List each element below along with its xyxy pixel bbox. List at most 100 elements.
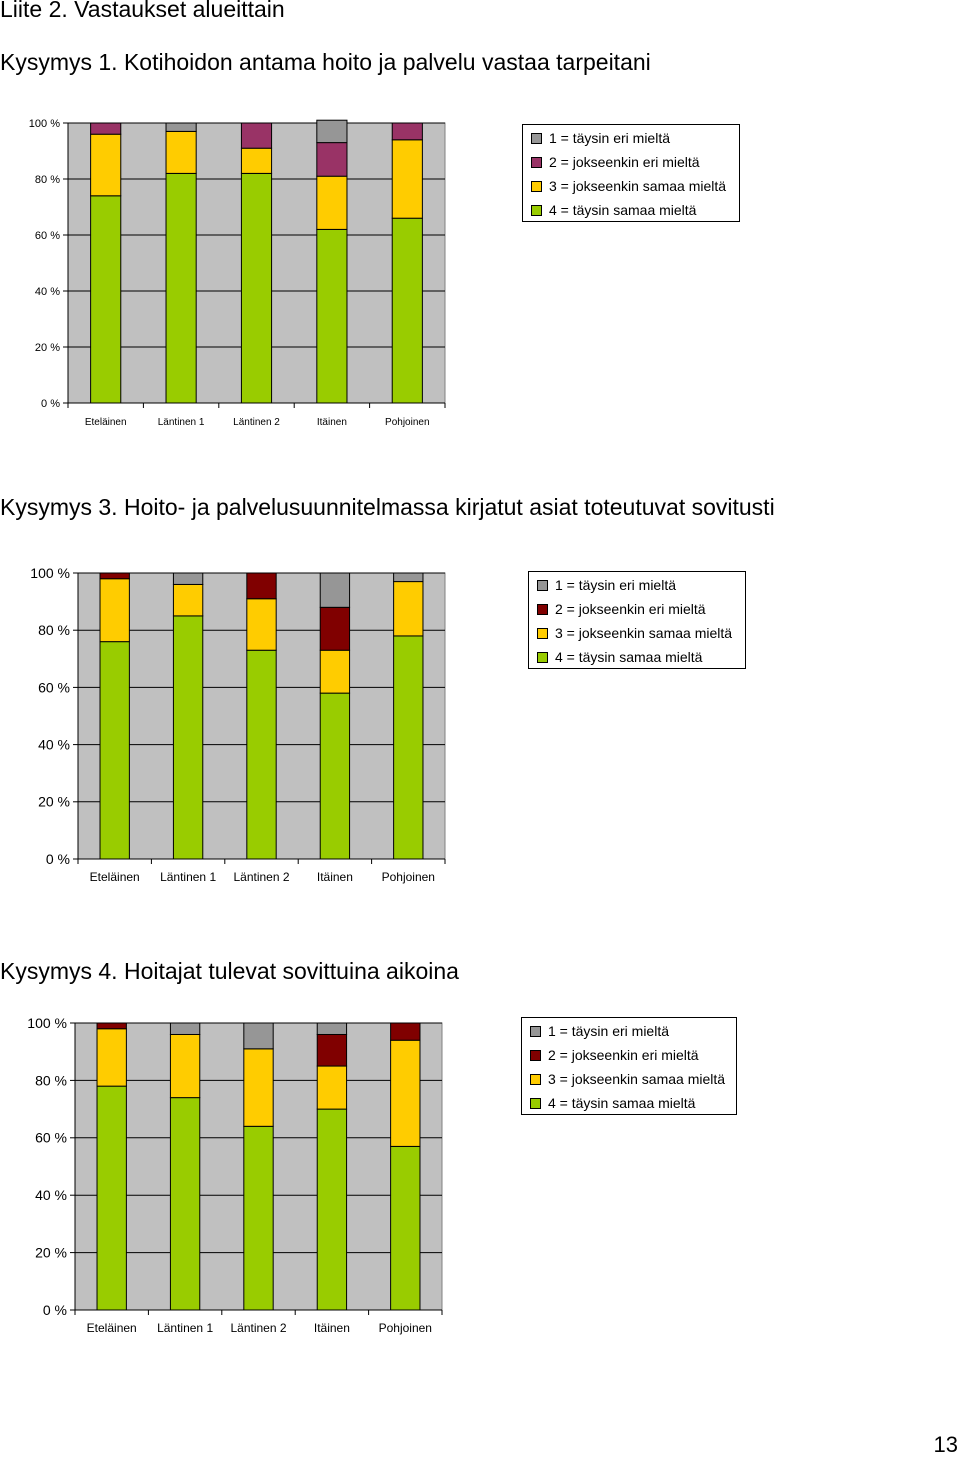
- legend-item: 1 = täysin eri mieltä: [530, 1023, 669, 1039]
- x-tick-label: Eteläinen: [85, 417, 127, 428]
- legend-label: 1 = täysin eri mieltä: [548, 1023, 669, 1039]
- bar-segment-it-inen-3: [319, 649, 351, 694]
- bar-segment-pohjoinen-4: [393, 635, 424, 860]
- bar-segment-l-ntinen-1-1: [172, 572, 204, 585]
- legend-item: 4 = täysin samaa mieltä: [530, 1095, 695, 1111]
- page-number: 13: [933, 1432, 958, 1457]
- bar-segment-l-ntinen-1-3: [172, 583, 204, 617]
- bar-segment-l-ntinen-2-4: [246, 649, 277, 860]
- legend-swatch: [530, 1049, 541, 1061]
- legend-swatch: [530, 1097, 541, 1109]
- x-tick-label: Itäinen: [317, 417, 347, 428]
- chart-title-q4: Kysymys 4. Hoitajat tulevat sovittuina a…: [0, 958, 459, 984]
- legend-item: 2 = jokseenkin eri mieltä: [530, 1047, 699, 1063]
- y-tick-label: 0 %: [46, 851, 70, 867]
- legend-label: 2 = jokseenkin eri mieltä: [548, 1047, 699, 1063]
- bar-segment-pohjoinen-3: [391, 139, 423, 219]
- legend-q1: 1 = täysin eri mieltä 2 = jokseenkin eri …: [522, 124, 740, 222]
- x-tick-label: Läntinen 1: [157, 1321, 213, 1335]
- bar-segment-l-ntinen-2-3: [240, 147, 273, 174]
- y-tick-label: 60 %: [38, 679, 70, 695]
- bar-segment-l-ntinen-1-1: [165, 122, 197, 132]
- legend-item: 1 = täysin eri mieltä: [531, 130, 670, 146]
- bar-segment-etel-inen-4: [99, 641, 130, 860]
- legend-label: 3 = jokseenkin samaa mieltä: [549, 178, 727, 194]
- bar-segment-etel-inen-3: [90, 133, 122, 197]
- y-tick-label: 0 %: [41, 398, 60, 410]
- x-tick-label: Itäinen: [314, 1321, 350, 1335]
- bar-segment-pohjoinen-3: [390, 1039, 421, 1147]
- bar-segment-l-ntinen-1-4: [165, 172, 197, 404]
- bar-segment-it-inen-3: [316, 1065, 348, 1110]
- legend-item: 2 = jokseenkin eri mieltä: [537, 601, 706, 617]
- legend-swatch: [537, 651, 548, 663]
- bar-segment-etel-inen-2: [99, 572, 130, 580]
- bar-segment-it-inen-1: [319, 572, 351, 608]
- bar-segment-l-ntinen-2-3: [243, 1048, 274, 1127]
- bar-segment-pohjoinen-1: [393, 572, 424, 583]
- y-tick-label: 100 %: [30, 565, 70, 581]
- bar-segment-etel-inen-4: [96, 1085, 127, 1311]
- legend-item: 4 = täysin samaa mieltä: [531, 202, 696, 218]
- legend-label: 3 = jokseenkin samaa mieltä: [548, 1071, 726, 1087]
- legend-swatch: [537, 627, 548, 639]
- y-tick-label: 60 %: [35, 1130, 67, 1146]
- legend-q3: 1 = täysin eri mieltä 2 = jokseenkin eri …: [528, 571, 746, 669]
- y-tick-label: 100 %: [29, 118, 60, 130]
- y-tick-label: 100 %: [27, 1015, 67, 1031]
- bar-segment-pohjoinen-2: [391, 122, 423, 141]
- legend-item: 3 = jokseenkin samaa mieltä: [531, 178, 726, 194]
- legend-label: 2 = jokseenkin eri mieltä: [549, 154, 700, 170]
- legend-label: 4 = täysin samaa mieltä: [555, 649, 703, 665]
- bar-segment-it-inen-1: [316, 1022, 348, 1035]
- legend-label: 3 = jokseenkin samaa mieltä: [555, 625, 733, 641]
- legend-swatch: [530, 1025, 541, 1037]
- x-tick-label: Läntinen 2: [233, 417, 280, 428]
- legend-label: 1 = täysin eri mieltä: [555, 577, 676, 593]
- bar-segment-etel-inen-2: [90, 122, 122, 135]
- x-tick-label: Läntinen 2: [230, 1321, 286, 1335]
- chart-title-q3: Kysymys 3. Hoito- ja palvelusuunnitelmas…: [0, 494, 775, 520]
- bar-segment-pohjoinen-2: [390, 1022, 421, 1041]
- legend-item: 3 = jokseenkin samaa mieltä: [537, 625, 732, 641]
- bar-segment-l-ntinen-2-1: [243, 1022, 274, 1050]
- legend-swatch: [531, 132, 542, 144]
- bar-segment-l-ntinen-2-4: [240, 172, 273, 404]
- bar-segment-it-inen-2: [316, 1033, 348, 1067]
- x-tick-label: Pohjoinen: [385, 417, 429, 428]
- bar-segment-it-inen-4: [319, 692, 351, 860]
- legend-swatch: [531, 204, 542, 216]
- bar-segment-etel-inen-2: [96, 1022, 127, 1030]
- x-tick-label: Eteläinen: [90, 870, 140, 884]
- bar-segment-l-ntinen-2-2: [240, 122, 273, 149]
- bar-segment-pohjoinen-3: [393, 581, 424, 637]
- bar-segment-l-ntinen-2-4: [243, 1125, 274, 1311]
- stacked-bar-chart-q1: 0 % 20 % 40 % 60 % 80 % 100 % Eteläinen Läntine…: [29, 118, 446, 428]
- legend-label: 4 = täysin samaa mieltä: [549, 202, 697, 218]
- x-tick-label: Läntinen 2: [233, 870, 289, 884]
- legend-q4: 1 = täysin eri mieltä 2 = jokseenkin eri …: [521, 1017, 737, 1115]
- bar-segment-it-inen-2: [319, 606, 351, 651]
- y-tick-label: 40 %: [35, 1187, 67, 1203]
- y-tick-label: 60 %: [35, 230, 60, 242]
- bar-segment-pohjoinen-4: [390, 1145, 421, 1311]
- x-tick-label: Läntinen 1: [158, 417, 205, 428]
- legend-swatch: [537, 579, 548, 591]
- y-tick-label: 0 %: [43, 1302, 67, 1318]
- legend-item: 3 = jokseenkin samaa mieltä: [530, 1071, 725, 1087]
- y-tick-label: 40 %: [38, 737, 70, 753]
- y-tick-label: 20 %: [38, 794, 70, 810]
- bar-segment-l-ntinen-2-3: [246, 598, 277, 651]
- bar-segment-it-inen-4: [316, 228, 348, 404]
- y-tick-label: 20 %: [35, 342, 60, 354]
- y-tick-label: 80 %: [38, 622, 70, 638]
- bar-segment-l-ntinen-1-4: [169, 1097, 201, 1311]
- bar-segment-etel-inen-4: [90, 195, 122, 404]
- y-tick-label: 40 %: [35, 286, 60, 298]
- bar-segment-l-ntinen-1-1: [169, 1022, 201, 1035]
- legend-label: 4 = täysin samaa mieltä: [548, 1095, 696, 1111]
- y-tick-label: 80 %: [35, 174, 60, 186]
- bar-segment-l-ntinen-1-3: [165, 130, 197, 174]
- y-tick-label: 20 %: [35, 1245, 67, 1261]
- chart-title-q1: Kysymys 1. Kotihoidon antama hoito ja pa…: [0, 49, 651, 75]
